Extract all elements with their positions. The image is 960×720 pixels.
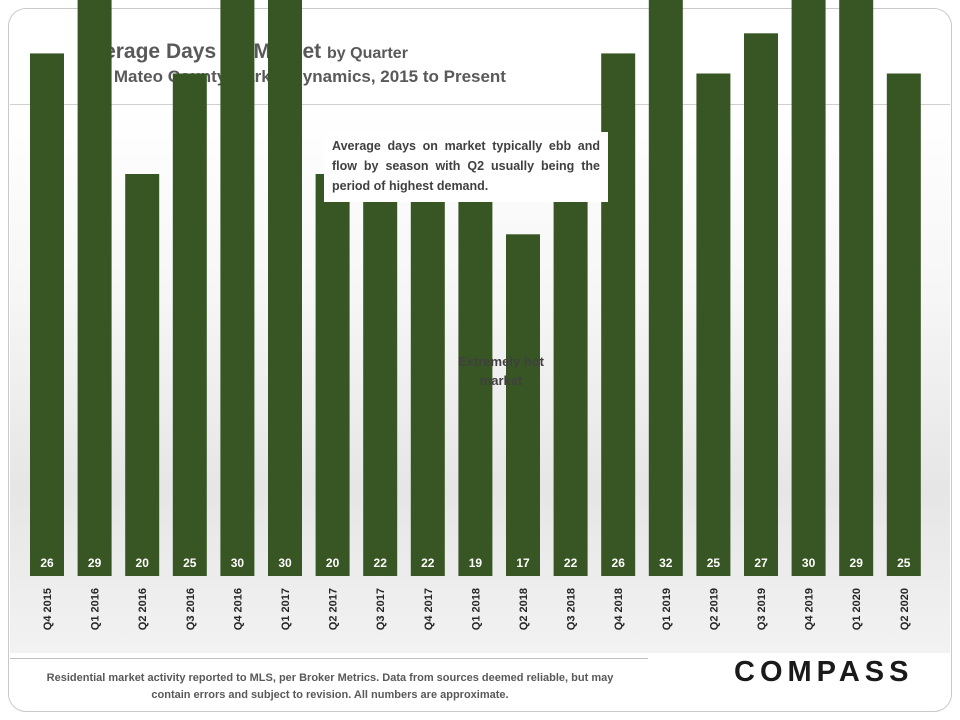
x-tick-label: Q4 2015 bbox=[42, 588, 54, 630]
bar-value-label: 30 bbox=[231, 556, 245, 570]
plot-top-divider bbox=[10, 104, 950, 105]
bar-q3-2017 bbox=[363, 133, 398, 577]
compass-logo: COMPASS bbox=[734, 656, 914, 688]
bar-q2-2018 bbox=[506, 234, 540, 577]
bar-q1-2017 bbox=[268, 0, 302, 576]
bar-value-label: 20 bbox=[136, 556, 150, 570]
bar-value-label: 25 bbox=[897, 556, 911, 570]
x-tick-label: Q2 2016 bbox=[137, 588, 149, 630]
bar-value-label: 22 bbox=[421, 556, 435, 570]
hot-market-annotation: Extremely hot market bbox=[458, 354, 544, 388]
bar-value-label: 25 bbox=[707, 556, 721, 570]
bar-value-label: 17 bbox=[516, 556, 530, 570]
footer-disclaimer: Residential market activity reported to … bbox=[46, 672, 614, 701]
bar-q1-2018 bbox=[458, 194, 493, 576]
bar-q2-2019 bbox=[696, 73, 731, 576]
bar-value-label: 32 bbox=[659, 556, 673, 570]
bar-q3-2019 bbox=[744, 33, 778, 577]
bar-value-label: 30 bbox=[802, 556, 816, 570]
x-tick-label: Q3 2016 bbox=[185, 588, 197, 630]
bar-value-label: 26 bbox=[612, 556, 626, 570]
x-tick-label: Q2 2018 bbox=[518, 588, 530, 630]
bar-q1-2020 bbox=[839, 0, 874, 577]
chart-title-text: Average Days on Market bbox=[78, 40, 322, 63]
bar-value-label: 27 bbox=[754, 556, 768, 570]
x-tick-label: Q3 2019 bbox=[756, 588, 768, 630]
bar-q4-2016 bbox=[220, 0, 255, 576]
bar-q1-2016 bbox=[77, 0, 112, 577]
bar-q2-2017 bbox=[315, 174, 350, 576]
bar-value-label: 29 bbox=[88, 556, 102, 570]
bar-value-label: 29 bbox=[850, 556, 864, 570]
footer-divider bbox=[10, 658, 648, 659]
x-tick-label: Q2 2017 bbox=[328, 588, 340, 630]
chart-title-suffix: by Quarter bbox=[327, 45, 408, 62]
x-tick-label: Q4 2017 bbox=[423, 588, 435, 630]
x-tick-label: Q1 2016 bbox=[90, 588, 102, 630]
x-tick-label: Q1 2019 bbox=[661, 588, 673, 630]
bar-q4-2017 bbox=[410, 133, 445, 577]
x-tick-label: Q1 2018 bbox=[470, 588, 482, 630]
bar-q3-2018 bbox=[553, 133, 588, 577]
bar-value-label: 22 bbox=[564, 556, 578, 570]
bar-q4-2015 bbox=[30, 53, 64, 576]
bar-value-label: 22 bbox=[374, 556, 388, 570]
x-tick-label: Q4 2019 bbox=[804, 588, 816, 630]
x-tick-label: Q2 2020 bbox=[899, 588, 911, 630]
x-tick-label: Q3 2018 bbox=[566, 588, 578, 630]
season-annotation: Average days on market typically ebb and… bbox=[324, 132, 608, 202]
x-tick-label: Q3 2017 bbox=[375, 588, 387, 630]
chart-title: Average Days on Market by Quarter bbox=[78, 40, 408, 64]
bar-value-label: 25 bbox=[183, 556, 197, 570]
bar-value-label: 19 bbox=[469, 556, 483, 570]
bar-q1-2019 bbox=[648, 0, 683, 577]
x-tick-label: Q1 2017 bbox=[280, 588, 292, 630]
bar-value-label: 20 bbox=[326, 556, 340, 570]
bar-q3-2016 bbox=[172, 73, 207, 576]
x-tick-label: Q4 2018 bbox=[613, 588, 625, 630]
x-tick-label: Q2 2019 bbox=[708, 588, 720, 630]
bar-q2-2020 bbox=[886, 73, 921, 576]
x-tick-label: Q1 2020 bbox=[851, 588, 863, 630]
bar-q2-2016 bbox=[125, 174, 160, 576]
bar-q4-2019 bbox=[791, 0, 826, 576]
bar-value-label: 30 bbox=[278, 556, 292, 570]
x-tick-label: Q4 2016 bbox=[232, 588, 244, 630]
bar-value-label: 26 bbox=[40, 556, 54, 570]
